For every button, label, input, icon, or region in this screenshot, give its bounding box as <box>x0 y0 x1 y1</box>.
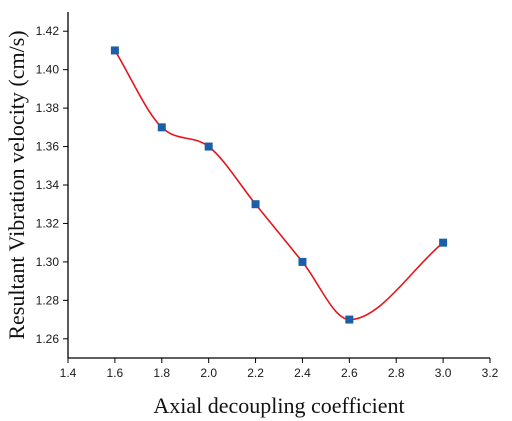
x-ticks: 1.4 1.6 1.8 2.0 2.2 2.4 2.6 2.8 3.0 3.2 <box>60 358 499 380</box>
y-tick-label: 1.36 <box>36 140 60 154</box>
y-tick-label: 1.26 <box>36 332 60 346</box>
data-point <box>157 123 166 132</box>
x-axis-title: Axial decoupling coefficient <box>153 393 404 418</box>
data-point <box>345 315 354 324</box>
x-tick-label: 1.6 <box>107 366 124 380</box>
data-point <box>204 142 213 151</box>
plot-area <box>110 46 448 324</box>
y-tick-label: 1.38 <box>36 101 60 115</box>
x-tick-label: 2.0 <box>200 366 217 380</box>
x-tick-label: 1.4 <box>60 366 77 380</box>
y-tick-label: 1.30 <box>36 255 60 269</box>
y-axis-title: Resultant Vibration velocity (cm/s) <box>4 30 29 339</box>
x-tick-label: 2.6 <box>341 366 358 380</box>
x-tick-label: 3.2 <box>482 366 499 380</box>
x-tick-label: 3.0 <box>435 366 452 380</box>
data-point <box>251 200 260 209</box>
x-tick-label: 2.8 <box>388 366 405 380</box>
y-ticks: 1.26 1.28 1.30 1.32 1.34 1.36 1.38 1.40 1.42 <box>36 24 68 346</box>
x-tick-label: 2.4 <box>294 366 311 380</box>
y-tick-label: 1.34 <box>36 178 60 192</box>
y-tick-label: 1.40 <box>36 63 60 77</box>
y-tick-label: 1.28 <box>36 293 60 307</box>
x-tick-label: 2.2 <box>247 366 264 380</box>
data-point <box>298 257 307 266</box>
data-point <box>110 46 119 55</box>
data-point <box>439 238 448 247</box>
series-line <box>114 50 444 321</box>
y-tick-label: 1.32 <box>36 216 60 230</box>
axes <box>67 12 490 359</box>
x-tick-label: 1.8 <box>153 366 170 380</box>
y-tick-label: 1.42 <box>36 24 60 38</box>
